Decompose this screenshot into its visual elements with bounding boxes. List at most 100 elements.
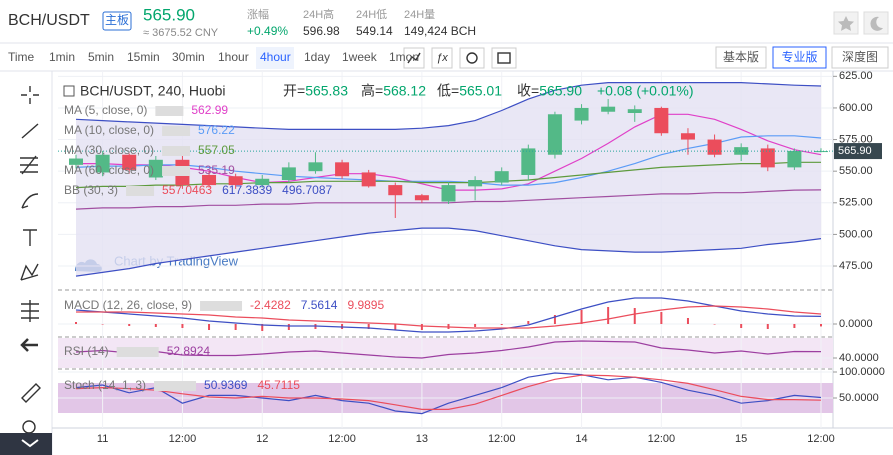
compare-button[interactable] [403, 47, 425, 69]
candle-body [468, 180, 483, 187]
interval-button[interactable]: 1mon [389, 50, 419, 64]
interval-button[interactable]: Time [8, 50, 35, 64]
histogram-bar [580, 310, 583, 324]
version-label: 专业版 [781, 49, 817, 64]
camera-icon [497, 52, 511, 64]
legend-label: MA (60, close, 0) [64, 163, 154, 177]
ohlc-label: 高= [361, 83, 383, 99]
candle-body [760, 148, 775, 168]
candle-body [122, 154, 137, 170]
change: +0.08 (+0.01%) [597, 83, 694, 99]
candle-body [95, 154, 110, 173]
y-tick-label: 475.00 [839, 260, 873, 272]
legend-icons[interactable] [154, 381, 197, 391]
candle-body [521, 148, 536, 175]
fib-tool[interactable] [20, 155, 38, 175]
brush-tool[interactable] [21, 193, 39, 209]
version-button[interactable] [831, 46, 889, 69]
stat-label: 24H低 [356, 8, 387, 21]
histogram-bar [820, 324, 822, 327]
legend-icons[interactable] [116, 347, 159, 357]
measure-tool[interactable] [21, 300, 39, 322]
candle-body [361, 172, 376, 187]
histogram-bar [713, 324, 716, 325]
back-tool[interactable] [20, 338, 38, 352]
chevron-icon [21, 439, 39, 448]
legend-icons[interactable] [162, 166, 191, 176]
screenshot-button[interactable] [491, 47, 517, 69]
version-button[interactable] [772, 46, 827, 69]
fx-icon: ƒx [436, 52, 448, 64]
price-tag [834, 143, 882, 160]
indicator-title: RSI (14) [64, 344, 109, 358]
y-tick-label: 600.00 [839, 102, 873, 114]
candle-body [627, 109, 642, 113]
legend-icons[interactable] [155, 106, 184, 116]
candle-body [441, 185, 456, 202]
bb-line [75, 82, 822, 130]
ruler-tool[interactable] [21, 383, 41, 403]
candle-body [255, 178, 270, 186]
legend-value: 557.05 [198, 143, 235, 157]
symbol: BCH/USDT [8, 12, 90, 29]
histogram-bar [75, 322, 77, 324]
interval-button[interactable]: 5min [88, 50, 114, 64]
active-interval-bg [256, 47, 294, 69]
interval-button[interactable]: 1day [304, 50, 330, 64]
version-button[interactable] [715, 46, 767, 69]
legend-value: 562.99 [191, 103, 228, 117]
stat-label: 24H量 [404, 8, 435, 21]
bb-fill [76, 82, 821, 277]
trendline-tool[interactable] [21, 123, 39, 139]
candle-body [734, 147, 749, 155]
pattern-tool[interactable] [20, 263, 39, 281]
legend-value: 617.3839 [222, 183, 272, 197]
histogram-bar [633, 308, 636, 324]
y-tick-label: 0.0000 [839, 318, 873, 330]
bb-line [75, 227, 822, 277]
histogram-bar [740, 324, 743, 328]
legend-value: 496.7087 [282, 183, 332, 197]
x-tick-label: 12 [256, 433, 268, 445]
x-tick-label: 15 [735, 433, 747, 445]
interval-button[interactable]: 4hour [260, 50, 291, 64]
interval-button[interactable]: 1week [342, 50, 378, 64]
candle-body [787, 150, 802, 168]
candle-body [494, 171, 509, 183]
rsi-band [58, 338, 833, 368]
candle-body [574, 107, 589, 121]
ohlc-label: 低= [437, 83, 459, 99]
candle-body [654, 107, 669, 134]
candle-body [69, 158, 83, 165]
compare-icon [407, 52, 421, 64]
gear-icon [466, 52, 478, 64]
legend-value: 9.9895 [347, 298, 384, 312]
indicator-title: Stoch (14, 1, 3) [64, 378, 146, 392]
crosshair-tool[interactable] [21, 86, 39, 104]
histogram-bar [101, 324, 104, 325]
legend-icons[interactable] [162, 146, 191, 156]
legend-icons[interactable] [162, 126, 191, 136]
ohlc-value: 565.01 [459, 83, 502, 99]
histogram-bar [261, 324, 264, 331]
histogram-bar [527, 321, 530, 324]
interval-button[interactable]: 1hour [218, 50, 249, 64]
y-tick-label: 525.00 [839, 197, 873, 209]
interval-button[interactable]: 30min [172, 50, 205, 64]
settings-button[interactable] [459, 47, 485, 69]
interval-button[interactable]: 15min [127, 50, 160, 64]
stat-value: 549.14 [356, 24, 393, 38]
legend-icons[interactable] [200, 301, 243, 311]
candle-body [148, 159, 163, 178]
legend-value: 557.0463 [162, 183, 212, 197]
legend-icons[interactable] [126, 186, 155, 196]
candle-body [308, 162, 323, 172]
text-tool[interactable] [23, 229, 37, 246]
legend-value: -2.4282 [250, 298, 291, 312]
indicators-button[interactable] [431, 47, 453, 69]
y-tick-label: 100.0000 [839, 366, 885, 378]
interval-button[interactable]: 1min [49, 50, 75, 64]
y-tick-label: 50.0000 [839, 392, 879, 404]
histogram-bar [553, 315, 556, 324]
collapse-icon [63, 85, 75, 97]
